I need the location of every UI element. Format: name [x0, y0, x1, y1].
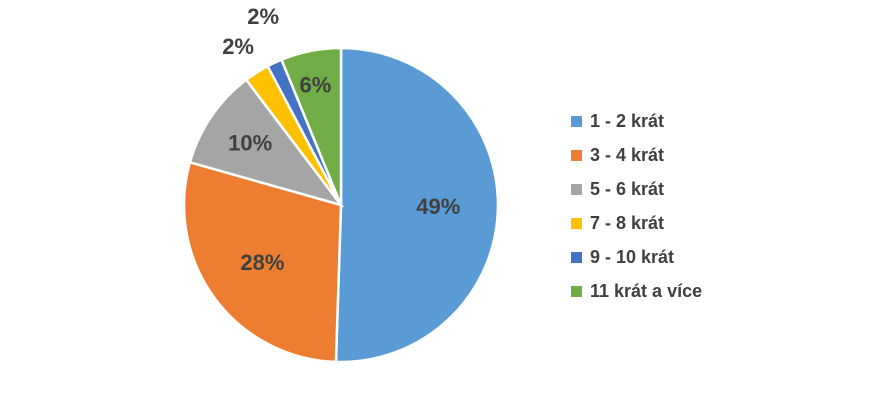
data-label: 2%	[247, 4, 279, 29]
legend-label: 7 - 8 krát	[590, 212, 665, 233]
slices-layer	[182, 46, 500, 364]
data-label: 49%	[416, 194, 460, 219]
legend-label: 9 - 10 krát	[590, 246, 675, 267]
legend-swatch	[571, 285, 582, 297]
legend-item: 5 - 6 krát	[571, 172, 702, 206]
pie-slice	[334, 46, 500, 364]
legend-item: 7 - 8 krát	[571, 206, 702, 240]
pie-slice	[279, 46, 343, 206]
legend-swatch	[571, 217, 582, 229]
legend-swatch	[571, 183, 582, 195]
legend-item: 9 - 10 krát	[571, 240, 702, 274]
legend-swatch	[571, 251, 582, 263]
legend-label: 5 - 6 krát	[590, 178, 665, 199]
data-label: 28%	[240, 250, 284, 275]
data-label: 10%	[228, 131, 272, 156]
legend: 1 - 2 krát 3 - 4 krát 5 - 6 krát 7 - 8 krát…	[571, 104, 702, 308]
data-label: 2%	[222, 34, 254, 59]
legend-swatch	[571, 149, 582, 161]
pie-slice	[182, 160, 343, 364]
data-labels-layer: 49% 28% 10% 2% 2% 6%	[222, 4, 460, 275]
legend-item: 11 krát a více	[571, 274, 702, 308]
legend-item: 3 - 4 krát	[571, 138, 702, 172]
pie-slice	[188, 78, 345, 208]
legend-item: 1 - 2 krát	[571, 104, 702, 138]
legend-label: 11 krát a více	[590, 280, 703, 301]
legend-label: 3 - 4 krát	[590, 144, 665, 165]
data-label: 6%	[300, 72, 332, 97]
legend-swatch	[571, 115, 582, 127]
legend-label: 1 - 2 krát	[590, 110, 665, 131]
